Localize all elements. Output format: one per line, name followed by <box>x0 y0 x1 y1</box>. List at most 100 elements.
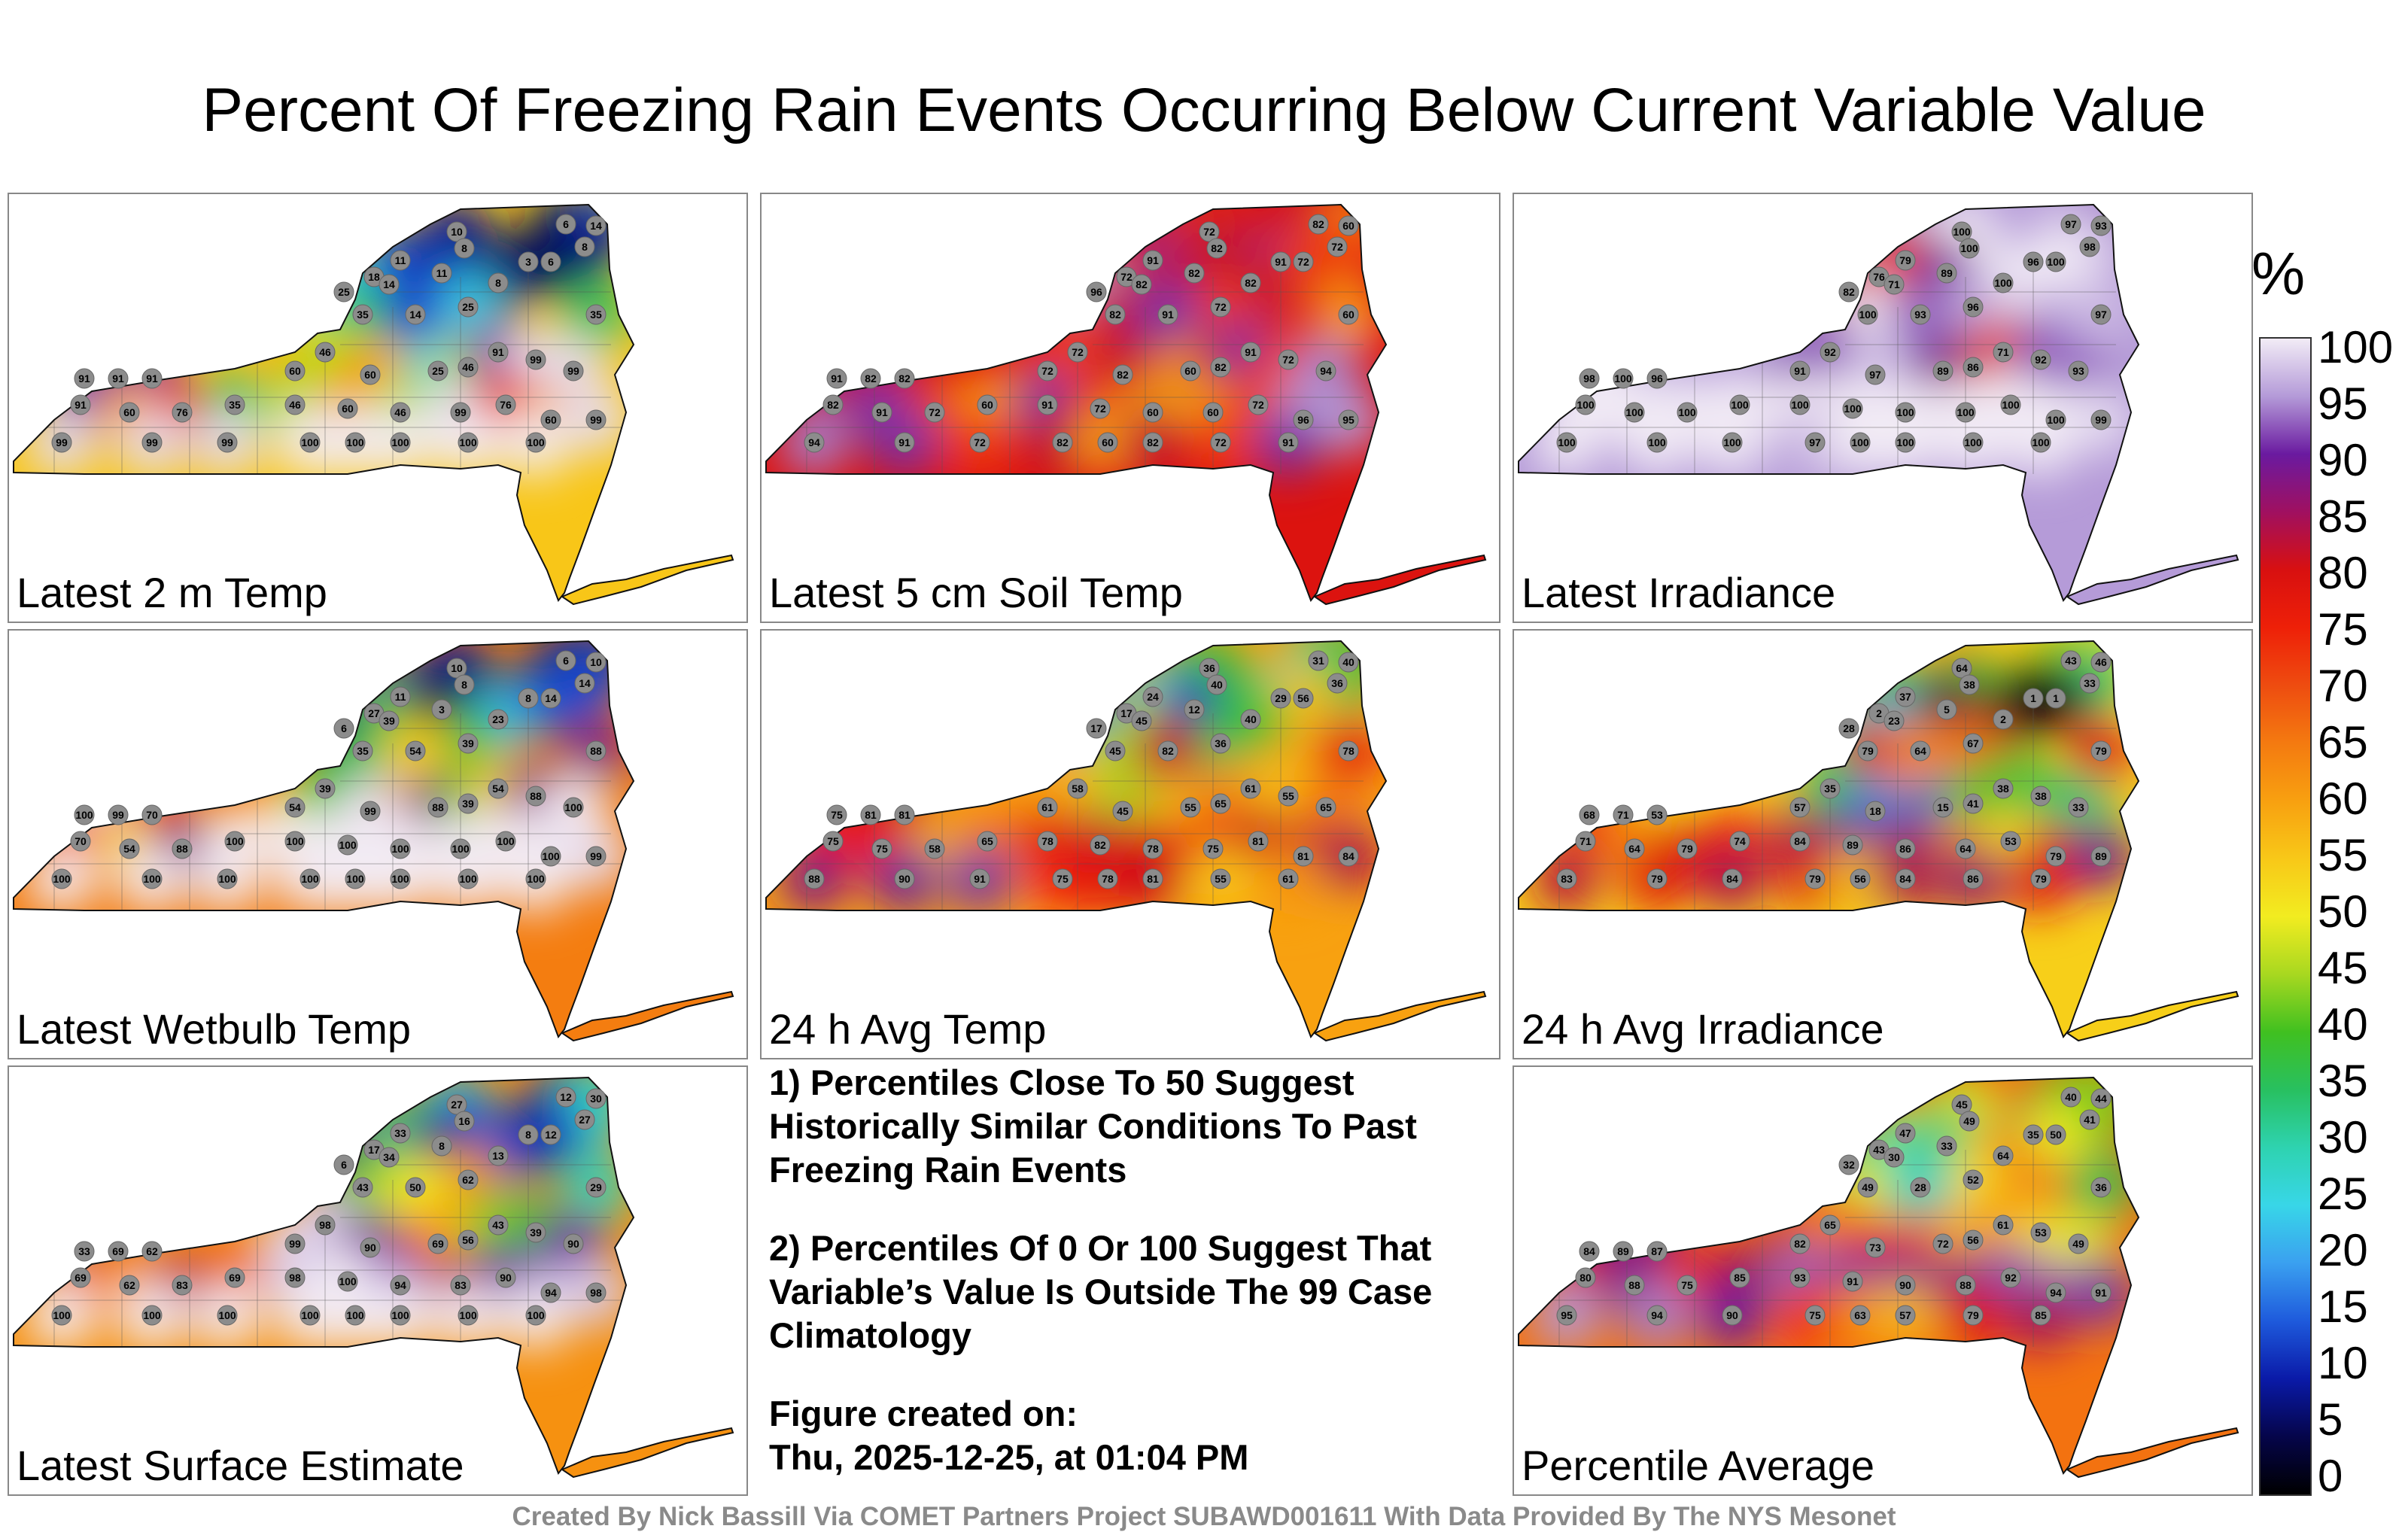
station-dot <box>450 838 471 859</box>
station-dot <box>2090 409 2112 430</box>
station-marker: 25 <box>333 281 354 302</box>
station-dot <box>2045 251 2066 272</box>
station-value: 96 <box>1967 301 1979 313</box>
station-value: 100 <box>542 850 560 862</box>
station-dot <box>108 368 129 389</box>
station-value: 47 <box>1899 1127 1911 1139</box>
station-marker: 28 <box>1910 1177 1931 1198</box>
station-value: 36 <box>1331 677 1343 689</box>
station-value: 82 <box>1136 278 1148 290</box>
station-dot <box>379 710 400 731</box>
station-value: 98 <box>1583 372 1595 385</box>
station-dot <box>1729 1267 1750 1288</box>
station-value: 78 <box>1342 745 1354 757</box>
station-dot <box>1963 1230 1984 1251</box>
station-dot <box>525 868 546 889</box>
station-dot <box>1789 1233 1811 1254</box>
station-value: 60 <box>1147 406 1159 418</box>
station-dot <box>427 360 448 381</box>
station-marker: 88 <box>172 838 193 859</box>
long-island-outline <box>560 990 734 1042</box>
station-marker: 100 <box>1951 221 1972 242</box>
station-value: 82 <box>1188 267 1200 279</box>
station-dot <box>454 238 475 259</box>
station-value: 34 <box>383 1151 395 1163</box>
station-marker: 100 <box>141 1305 163 1326</box>
station-marker: 57 <box>1789 797 1811 818</box>
station-value: 25 <box>432 365 444 377</box>
station-value: 65 <box>1320 801 1332 813</box>
station-dot <box>1338 846 1359 867</box>
station-value: 71 <box>1888 278 1900 290</box>
station-value: 96 <box>1651 372 1663 385</box>
station-marker: 78 <box>1037 831 1058 852</box>
station-marker: 99 <box>563 360 584 381</box>
station-marker: 100 <box>217 868 238 889</box>
station-marker: 100 <box>74 804 95 825</box>
station-marker: 72 <box>924 402 945 423</box>
station-marker: 100 <box>390 1305 411 1326</box>
station-value: 94 <box>1651 1309 1663 1321</box>
station-marker: 88 <box>804 868 825 889</box>
station-value: 91 <box>898 436 911 448</box>
station-value: 100 <box>1678 406 1696 418</box>
station-value: 72 <box>1215 436 1227 448</box>
station-value: 33 <box>1941 1140 1953 1152</box>
station-marker: 100 <box>345 1305 366 1326</box>
station-dot <box>315 778 336 799</box>
station-dot <box>1838 281 1859 302</box>
station-value: 100 <box>1851 436 1869 448</box>
station-dot <box>1210 296 1231 318</box>
station-value: 95 <box>1561 1309 1573 1321</box>
station-value: 76 <box>500 399 512 411</box>
station-marker: 60 <box>1097 432 1118 453</box>
station-value: 6 <box>341 722 347 734</box>
station-value: 55 <box>1184 801 1196 813</box>
station-marker: 81 <box>1142 868 1163 889</box>
station-marker: 99 <box>108 804 129 825</box>
station-value: 18 <box>368 271 380 283</box>
station-marker: 15 <box>1932 797 1953 818</box>
station-dot <box>1240 778 1261 799</box>
station-marker: 100 <box>141 868 163 889</box>
station-marker: 82 <box>860 368 881 389</box>
station-marker: 41 <box>1963 793 1984 814</box>
colorbar-tick: 75 <box>2318 604 2368 655</box>
station-dot <box>1327 236 1348 257</box>
station-value: 57 <box>1794 801 1806 813</box>
station-marker: 3 <box>431 699 452 720</box>
station-dot <box>1338 740 1359 761</box>
station-dot <box>352 1177 373 1198</box>
station-marker: 72 <box>1248 394 1269 415</box>
station-value: 84 <box>1726 873 1738 885</box>
station-value: 94 <box>545 1287 557 1299</box>
station-dot <box>217 868 238 889</box>
station-value: 91 <box>112 372 124 385</box>
station-marker: 72 <box>1067 342 1088 363</box>
station-marker: 16 <box>454 1111 475 1132</box>
station-marker: 23 <box>488 709 509 730</box>
station-value: 60 <box>123 406 135 418</box>
station-marker: 33 <box>2068 797 2089 818</box>
station-marker: 6 <box>555 214 576 235</box>
station-marker: 61 <box>1037 797 1058 818</box>
station-value: 55 <box>1282 790 1294 802</box>
map-panel-24h-irradiance: 64 38 43 46 33 37 2 23 5 28 1 1 2 67 79 64 79 68 71 53 57 35 1… <box>1513 629 2253 1059</box>
station-dot <box>1157 304 1178 325</box>
station-value: 100 <box>391 1309 409 1321</box>
station-dot <box>405 304 426 325</box>
station-dot <box>1963 733 1984 754</box>
station-dot <box>1722 1305 1743 1326</box>
station-value: 53 <box>2035 1226 2047 1239</box>
station-marker: 75 <box>1202 838 1224 859</box>
station-dot <box>1293 846 1314 867</box>
station-marker: 53 <box>1646 804 1668 825</box>
station-dot <box>1090 834 1111 856</box>
station-dot <box>2030 868 2051 889</box>
station-marker: 84 <box>1789 831 1811 852</box>
station-dot <box>585 304 607 325</box>
station-value: 91 <box>1245 346 1257 358</box>
station-value: 93 <box>2072 365 2084 377</box>
station-dot <box>1865 364 1886 385</box>
station-dot <box>969 868 990 889</box>
